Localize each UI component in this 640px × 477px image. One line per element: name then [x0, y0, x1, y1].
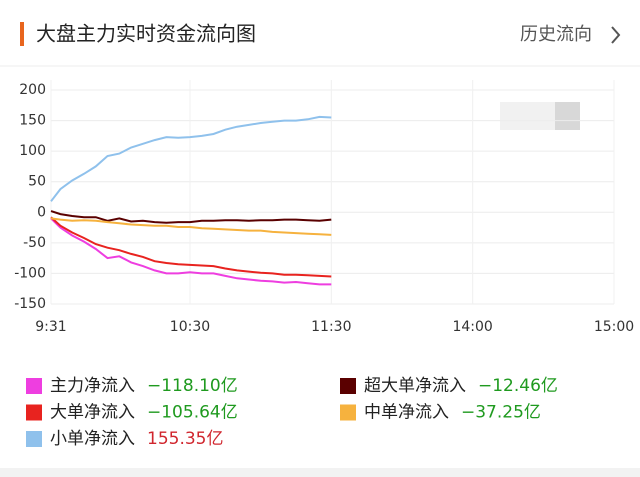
y-tick-label: 200 [19, 82, 46, 98]
series-line [50, 216, 332, 278]
x-tick-label: 9:31 [35, 319, 66, 335]
legend-value: −37.25亿 [461, 403, 541, 423]
legend-swatch [340, 378, 356, 394]
page-title: 大盘主力实时资金流向图 [36, 22, 256, 46]
legend-label: 小单净流入 [50, 429, 135, 449]
y-tick-label: -50 [23, 235, 46, 251]
y-tick-label: 150 [19, 113, 46, 129]
x-tick-label: 15:00 [594, 319, 634, 335]
series-line [50, 217, 332, 286]
legend-label: 中单净流入 [364, 403, 449, 423]
chevron[interactable] [611, 26, 621, 44]
legend-value: −118.10亿 [147, 376, 238, 396]
x-tick-label: 11:30 [311, 319, 351, 335]
blurred-area [555, 102, 580, 130]
legend-swatch [26, 404, 42, 421]
legend-label: 主力净流入 [50, 376, 135, 396]
legend-label: 超大单净流入 [364, 376, 466, 396]
series-line [50, 115, 332, 202]
legend-value: −105.64亿 [147, 403, 238, 423]
y-tick-label: -100 [14, 265, 46, 281]
legend-value: −12.46亿 [478, 376, 558, 396]
legend-swatch [26, 378, 42, 394]
title-accent [20, 22, 24, 46]
x-tick-label: 10:30 [170, 319, 210, 335]
series-line [50, 217, 332, 236]
y-tick-label: 50 [28, 174, 46, 190]
x-tick-label: 14:00 [452, 319, 492, 335]
footer-strip [0, 468, 640, 477]
y-tick-label: 0 [37, 204, 46, 220]
legend-swatch [26, 431, 42, 447]
legend-value: 155.35亿 [147, 429, 223, 449]
series-line [50, 210, 332, 224]
legend-label: 大单净流入 [50, 403, 135, 423]
legend-swatch [340, 404, 356, 421]
y-tick-label: 100 [19, 143, 46, 159]
y-tick-label: -150 [14, 296, 46, 312]
history-link[interactable]: 历史流向 [520, 24, 592, 45]
